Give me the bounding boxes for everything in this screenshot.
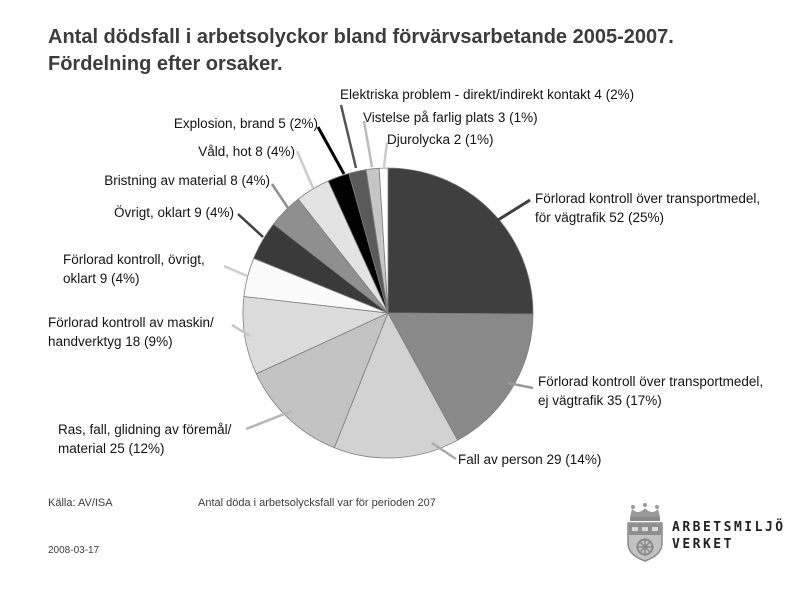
period-total-note: Antal döda i arbetsolycksfall var för pe… <box>198 497 436 509</box>
leader-line-5 <box>223 264 248 278</box>
leader-line-12 <box>382 141 389 168</box>
slice-label-maskin-handverktyg: Förlorad kontroll av maskin/ handverktyg… <box>48 315 214 349</box>
slice-label-ovrigt-oklart: Övrigt, oklart 9 (4%) <box>113 205 234 220</box>
leader-line-4 <box>231 323 251 338</box>
slice-label-ras-fall-glidning: Ras, fall, glidning av föremål/ material… <box>58 422 232 456</box>
chart-title-line2: Fördelning efter orsaker. <box>48 53 283 75</box>
leader-line-7 <box>270 183 290 209</box>
date-note: 2008-03-17 <box>48 545 100 556</box>
slice-label-explosion-brand: Explosion, brand 5 (2%) <box>173 116 318 131</box>
slice-label-djurolycka: Djurolycka 2 (1%) <box>387 132 494 147</box>
leader-line-10 <box>339 104 358 169</box>
pie-slice-2 <box>333 312 459 459</box>
leader-line-8 <box>295 150 315 189</box>
leader-line-1 <box>507 381 534 390</box>
crown-shield-crest-icon <box>627 503 663 562</box>
source-note: Källa: AV/ISA <box>48 497 113 509</box>
chart-title-line1: Antal dödsfall i arbetsolyckor bland för… <box>48 26 674 48</box>
slice-label-fall-av-person: Fall av person 29 (14%) <box>458 452 602 467</box>
chart-title: Antal dödsfall i arbetsolyckor bland för… <box>48 24 758 78</box>
logo-wordmark: ARBETSMILJÖ VERKET <box>672 520 786 552</box>
leader-line-2 <box>431 441 457 461</box>
leader-line-9 <box>316 126 346 175</box>
slice-label-bristning: Bristning av material 8 (4%) <box>104 173 270 188</box>
leader-line-3 <box>245 409 293 431</box>
slice-label-transport-vagtrafik: Förlorad kontroll över transportmedel, f… <box>535 191 761 225</box>
slice-label-elektriska-problem: Elektriska problem - direkt/indirekt kon… <box>340 87 635 102</box>
pie-slice-0 <box>387 167 534 315</box>
leader-line-11 <box>362 120 374 168</box>
pie-slice-3 <box>255 312 389 449</box>
arbetsmiljoverket-logo: ARBETSMILJÖ VERKET <box>622 502 783 566</box>
pie-slice-1 <box>387 312 534 441</box>
slice-label-kontroll-ovrigt: Förlorad kontroll, övrigt, oklart 9 (4%) <box>63 252 205 286</box>
slice-label-vald-hot: Våld, hot 8 (4%) <box>198 144 295 159</box>
pie-slice-12 <box>378 167 389 314</box>
slice-label-transport-ej-vagtrafik: Förlorad kontroll över transportmedel, e… <box>538 374 764 408</box>
leader-line-6 <box>237 213 264 238</box>
leader-line-0 <box>497 198 531 222</box>
slice-label-vistelse-farlig-plats: Vistelse på farlig plats 3 (1%) <box>363 110 538 125</box>
